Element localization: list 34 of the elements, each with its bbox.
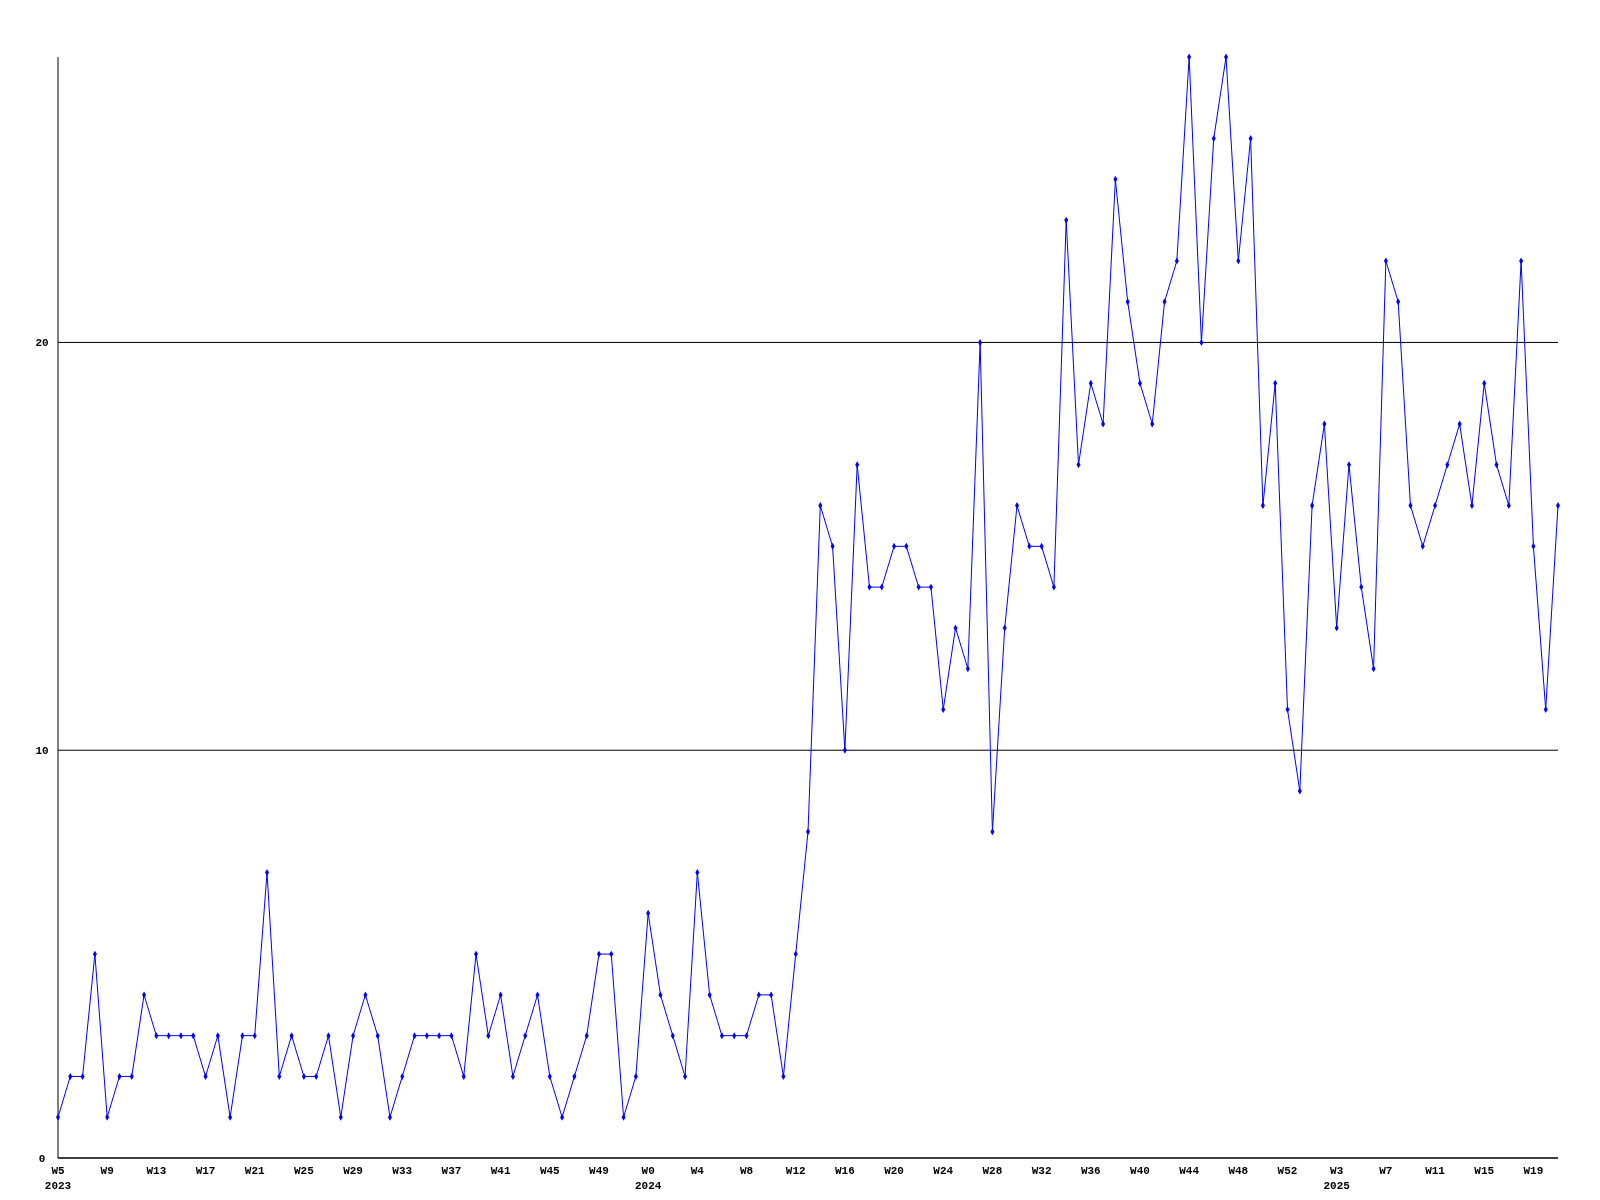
- y-tick-label: 10: [35, 745, 49, 758]
- x-tick-label: W49: [589, 1165, 609, 1177]
- x-tick-label: W0 2024: [634, 1165, 662, 1192]
- x-tick-label: W19: [1523, 1165, 1544, 1177]
- x-tick-label: W8: [739, 1165, 754, 1177]
- x-tick-label: W36: [1080, 1165, 1101, 1177]
- x-tick-label: W33: [392, 1165, 413, 1177]
- x-tick-label: W16: [834, 1165, 855, 1177]
- x-tick-label: W28: [982, 1165, 1003, 1177]
- x-tick-label: W52: [1277, 1165, 1298, 1177]
- x-tick-label: W41: [490, 1165, 511, 1177]
- x-tick-label: W5 2023: [44, 1165, 72, 1192]
- x-tick-label: W45: [539, 1165, 561, 1177]
- x-tick-label: W29: [343, 1165, 363, 1177]
- x-tick-label: W11: [1425, 1165, 1446, 1177]
- y-tick-label: 20: [35, 337, 49, 350]
- x-tick-label: W37: [441, 1165, 462, 1177]
- x-tick-label: W13: [146, 1165, 167, 1177]
- x-tick-label: W40: [1130, 1165, 1150, 1177]
- y-tick-label: 0: [38, 1152, 46, 1165]
- x-tick-label: W17: [195, 1165, 216, 1177]
- x-tick-label: W15: [1474, 1165, 1495, 1177]
- x-tick-label: W48: [1228, 1165, 1249, 1177]
- x-tick-label: W3 2025: [1323, 1165, 1351, 1192]
- x-tick-label: W21: [244, 1165, 266, 1177]
- x-tick-label: W9: [100, 1165, 114, 1177]
- x-tick-label: W4: [690, 1165, 705, 1177]
- x-tick-label: W25: [294, 1165, 315, 1177]
- x-tick-label: W44: [1179, 1165, 1200, 1177]
- x-tick-label: W20: [884, 1165, 904, 1177]
- x-tick-label: W7: [1379, 1165, 1393, 1177]
- x-tick-label: W12: [785, 1165, 806, 1177]
- x-tick-label: W32: [1031, 1165, 1052, 1177]
- x-tick-label: W24: [933, 1165, 954, 1177]
